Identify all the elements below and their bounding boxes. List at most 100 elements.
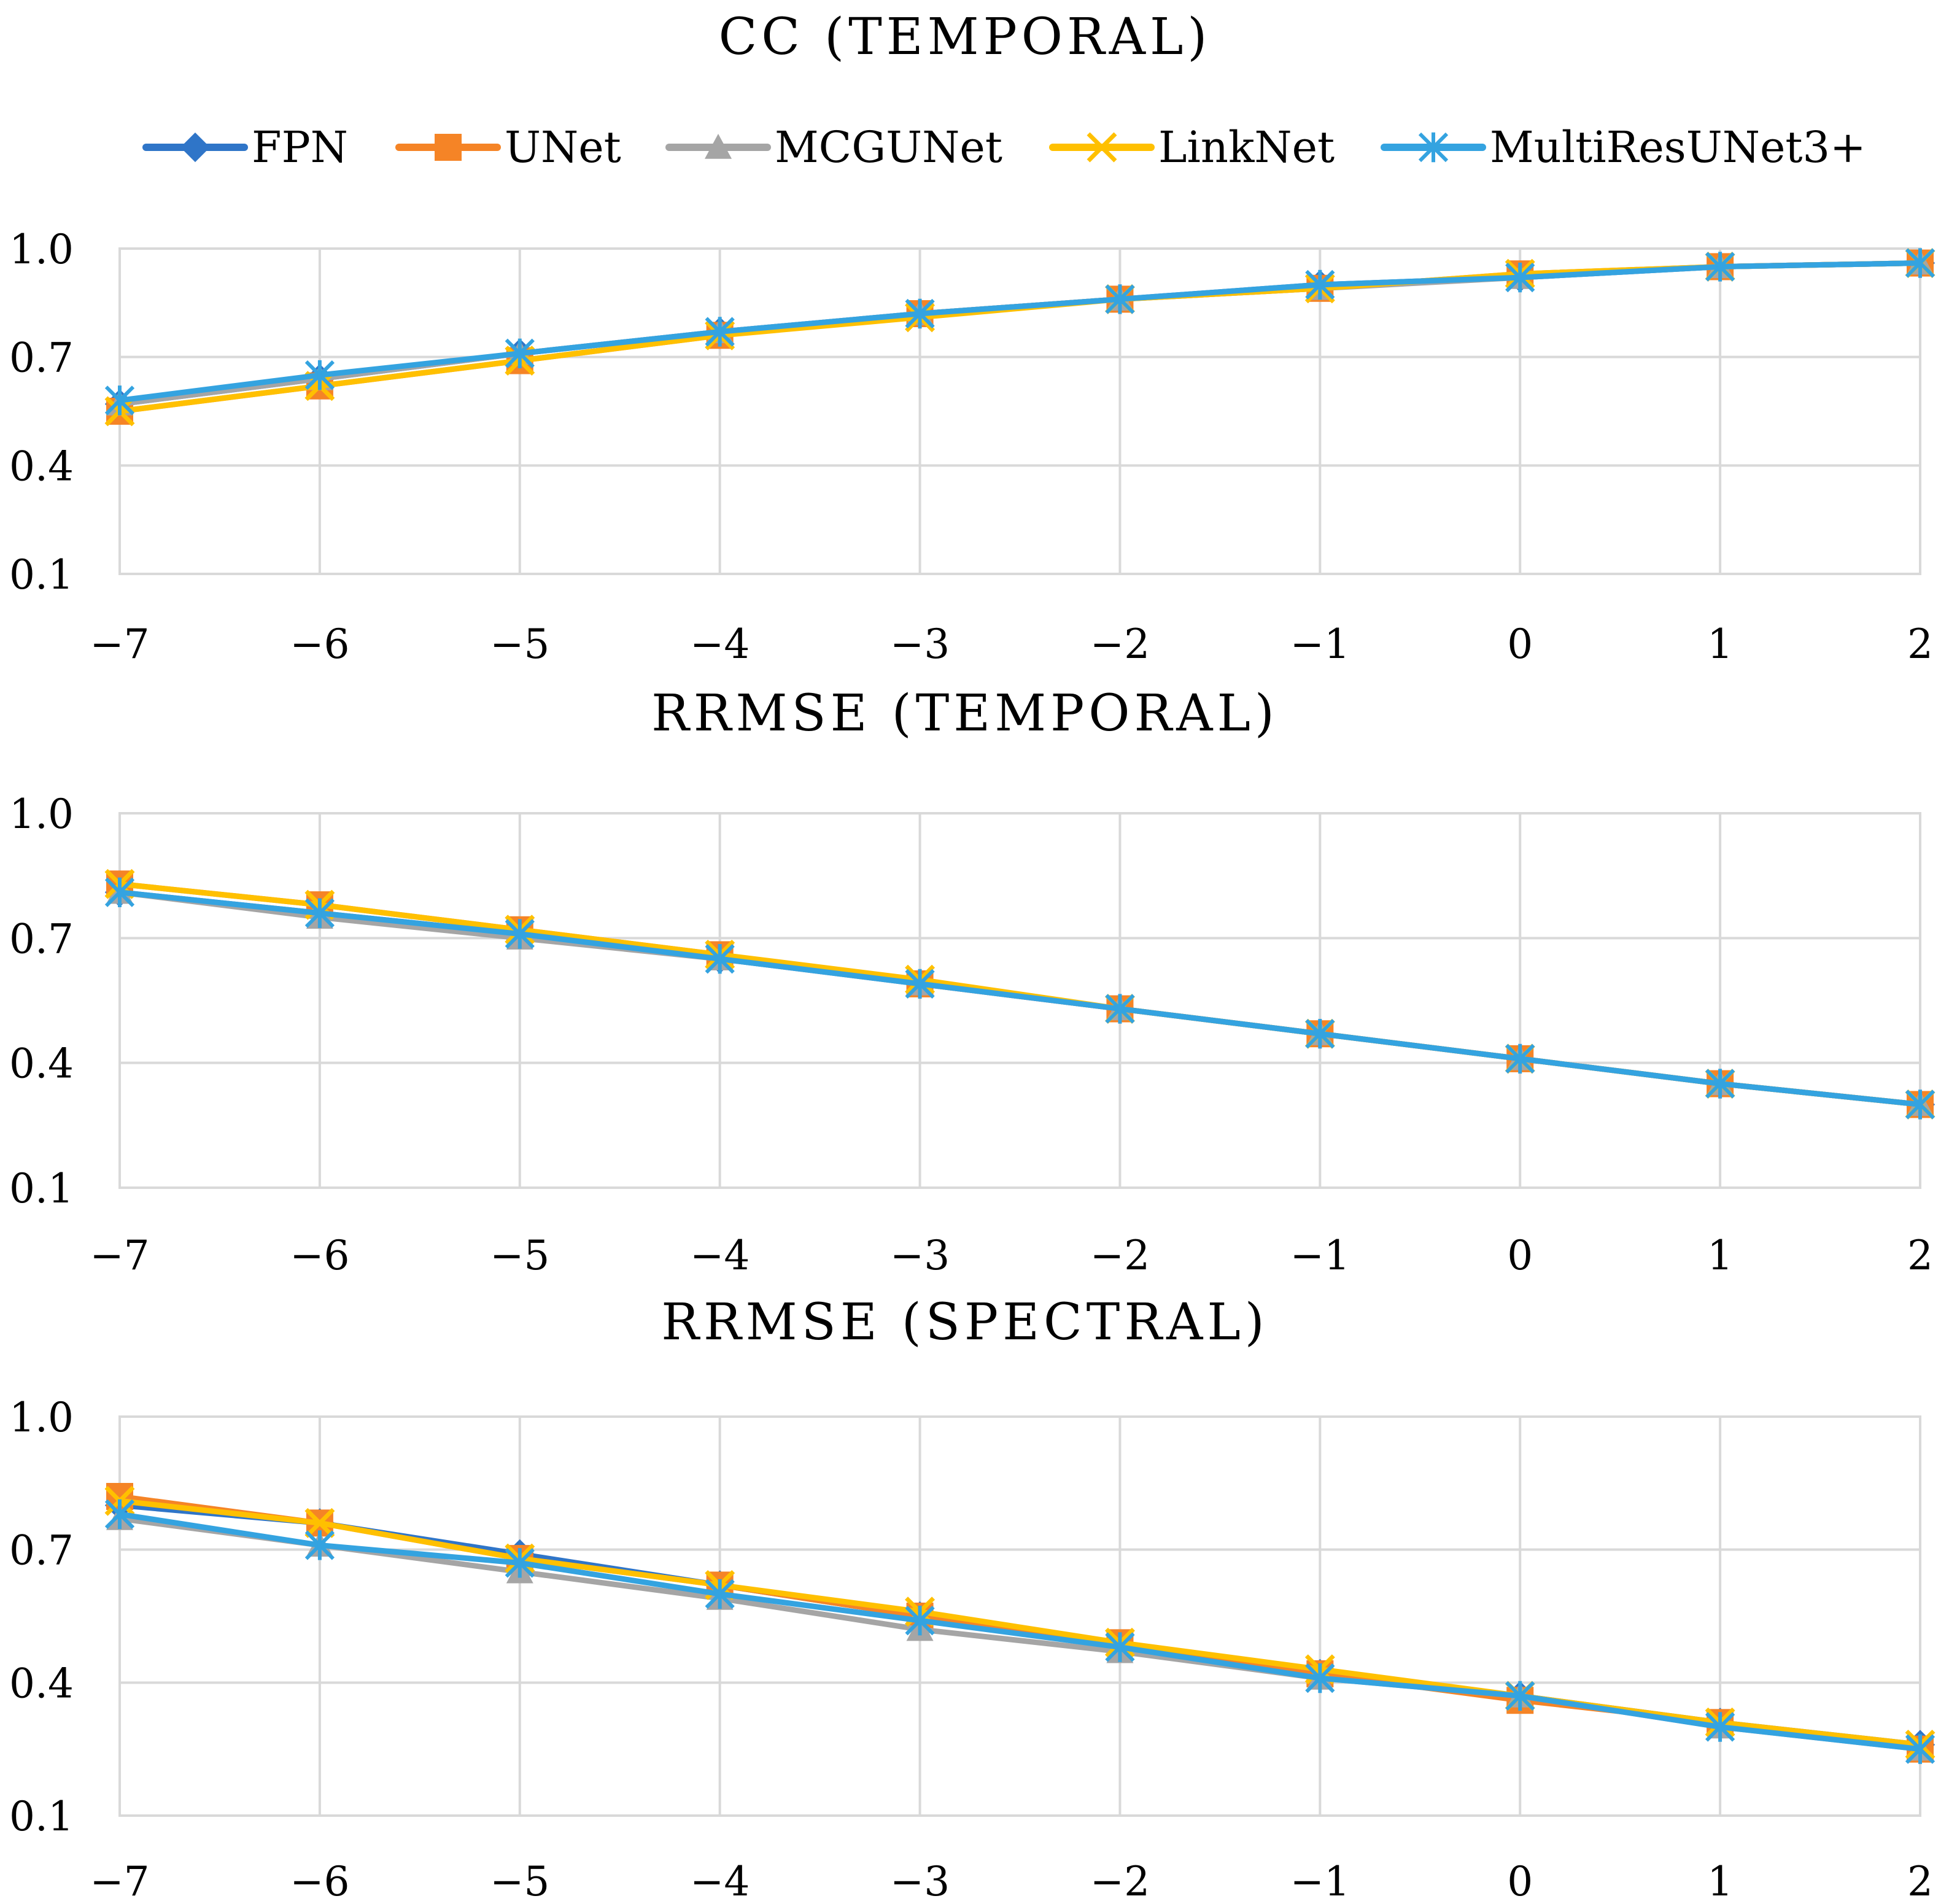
y-axis-ticks: 0.1 0.4 0.7 1.0 [9,1394,74,1840]
chart-title: CC (TEMPORAL) [719,8,1212,66]
legend: FPN UNet MCGUNet LinkNet MultiResUNet3+ [142,122,1866,172]
legend-label: MultiResUNet3+ [1490,122,1866,172]
legend-item-linknet: LinkNet [1049,122,1335,172]
data-point [104,1499,135,1530]
data-point [104,877,135,907]
y-tick-label: 0.4 [9,443,74,490]
chart-rrmse-temporal: RRMSE (TEMPORAL) 0.1 0.4 0.7 1.0 −7 −6 −5 −4 −3… [9,684,1935,1279]
data-point [304,1530,335,1560]
y-tick-label: 0.1 [9,551,74,598]
legend-marker-triangle [705,134,732,159]
x-tick-label: −5 [490,1858,549,1904]
data-point [104,385,135,416]
data-point [1905,1734,1935,1764]
data-point [1705,252,1735,282]
series-multiresunet3 [104,1499,1935,1764]
legend-marker-square [435,134,462,161]
y-tick-label: 0.7 [9,335,74,382]
series-mcgunet [106,249,1934,416]
x-tick-label: −1 [1290,1858,1350,1904]
y-tick-label: 1.0 [9,1394,74,1441]
x-tick-label: −7 [90,1232,149,1279]
x-tick-label: −2 [1090,1858,1150,1904]
y-tick-label: 0.7 [9,915,74,962]
data-point [1305,1663,1335,1693]
series-line [119,260,1921,414]
data-point [1105,994,1135,1024]
x-tick-label: −6 [290,1858,349,1904]
y-tick-label: 0.7 [9,1527,74,1574]
x-tick-label: −7 [90,621,149,668]
data-point [705,944,735,974]
data-point [304,1507,335,1538]
data-point [1905,1089,1935,1120]
legend-item-fpn: FPN [142,122,348,172]
series-line [119,1498,1921,1747]
x-tick-label: 2 [1907,1858,1933,1904]
series-unet [106,1483,1934,1763]
series-unet [106,249,1934,425]
x-tick-label: −5 [490,621,549,668]
series-line [119,889,1921,1107]
x-tick-label: −6 [290,621,349,668]
legend-label: FPN [252,122,348,172]
data-point [1505,262,1535,293]
legend-item-mcgunet: MCGUNet [665,122,1002,172]
chart-rrmse-spectral: RRMSE (SPECTRAL) 0.1 0.4 0.7 1.0 −7 −6 −5 −4 −3… [9,1293,1935,1904]
data-point [1505,1681,1535,1711]
data-point [1105,284,1135,314]
gridlines [118,1415,1921,1817]
series-line [119,260,1921,407]
x-tick-label: 2 [1907,1232,1933,1279]
y-tick-label: 0.4 [9,1660,74,1707]
y-tick-label: 0.1 [9,1165,74,1212]
x-tick-label: 1 [1707,621,1733,668]
chart-title: RRMSE (TEMPORAL) [651,684,1279,743]
data-point [905,1606,935,1636]
gridlines [118,247,1921,575]
series-line [119,260,1921,407]
x-tick-label: 0 [1507,621,1533,668]
x-tick-label: −4 [690,621,750,668]
legend-label: MCGUNet [775,122,1002,172]
x-tick-label: −5 [490,1232,549,1279]
series-line [119,260,1921,403]
data-point [905,298,935,329]
plot-area [118,812,1921,1189]
x-axis-ticks: −7 −6 −5 −4 −3 −2 −1 0 1 2 [90,1858,1933,1904]
x-tick-label: −6 [290,1232,349,1279]
x-axis-ticks: −7 −6 −5 −4 −3 −2 −1 0 1 2 [90,621,1933,668]
legend-label: LinkNet [1158,122,1335,172]
series-group [104,1483,1935,1764]
chart-title: RRMSE (SPECTRAL) [661,1293,1269,1352]
y-tick-label: 0.4 [9,1040,74,1088]
data-point [705,1579,735,1609]
data-point [1305,1019,1335,1049]
data-point [705,317,735,347]
y-tick-label: 0.1 [9,1793,74,1840]
data-point [505,919,535,949]
series-fpn [104,248,1935,419]
x-tick-label: −7 [90,1858,149,1904]
x-tick-label: 0 [1507,1858,1533,1904]
data-point [505,1548,535,1578]
chart-cc-temporal: CC (TEMPORAL) 0.10.40.71.0 −7 −6 −5 −4 −3 −2−… [9,8,1935,668]
legend-marker-diamond [180,132,211,163]
data-point [1105,1632,1135,1662]
data-point [1905,248,1935,278]
x-tick-label: −4 [690,1232,750,1279]
y-tick-label: 1.0 [9,791,74,838]
series-line [119,260,1921,414]
legend-item-unet: UNet [395,122,621,172]
plot-area [118,247,1921,575]
y-tick-label: 1.0 [9,226,74,273]
series-group [104,248,1935,427]
legend-label: UNet [505,122,621,172]
x-tick-label: −1 [1290,621,1350,668]
data-point [505,338,535,368]
gridlines [118,812,1921,1189]
data-point [1305,269,1335,300]
x-tick-label: 1 [1707,1858,1733,1904]
data-point [905,969,935,999]
